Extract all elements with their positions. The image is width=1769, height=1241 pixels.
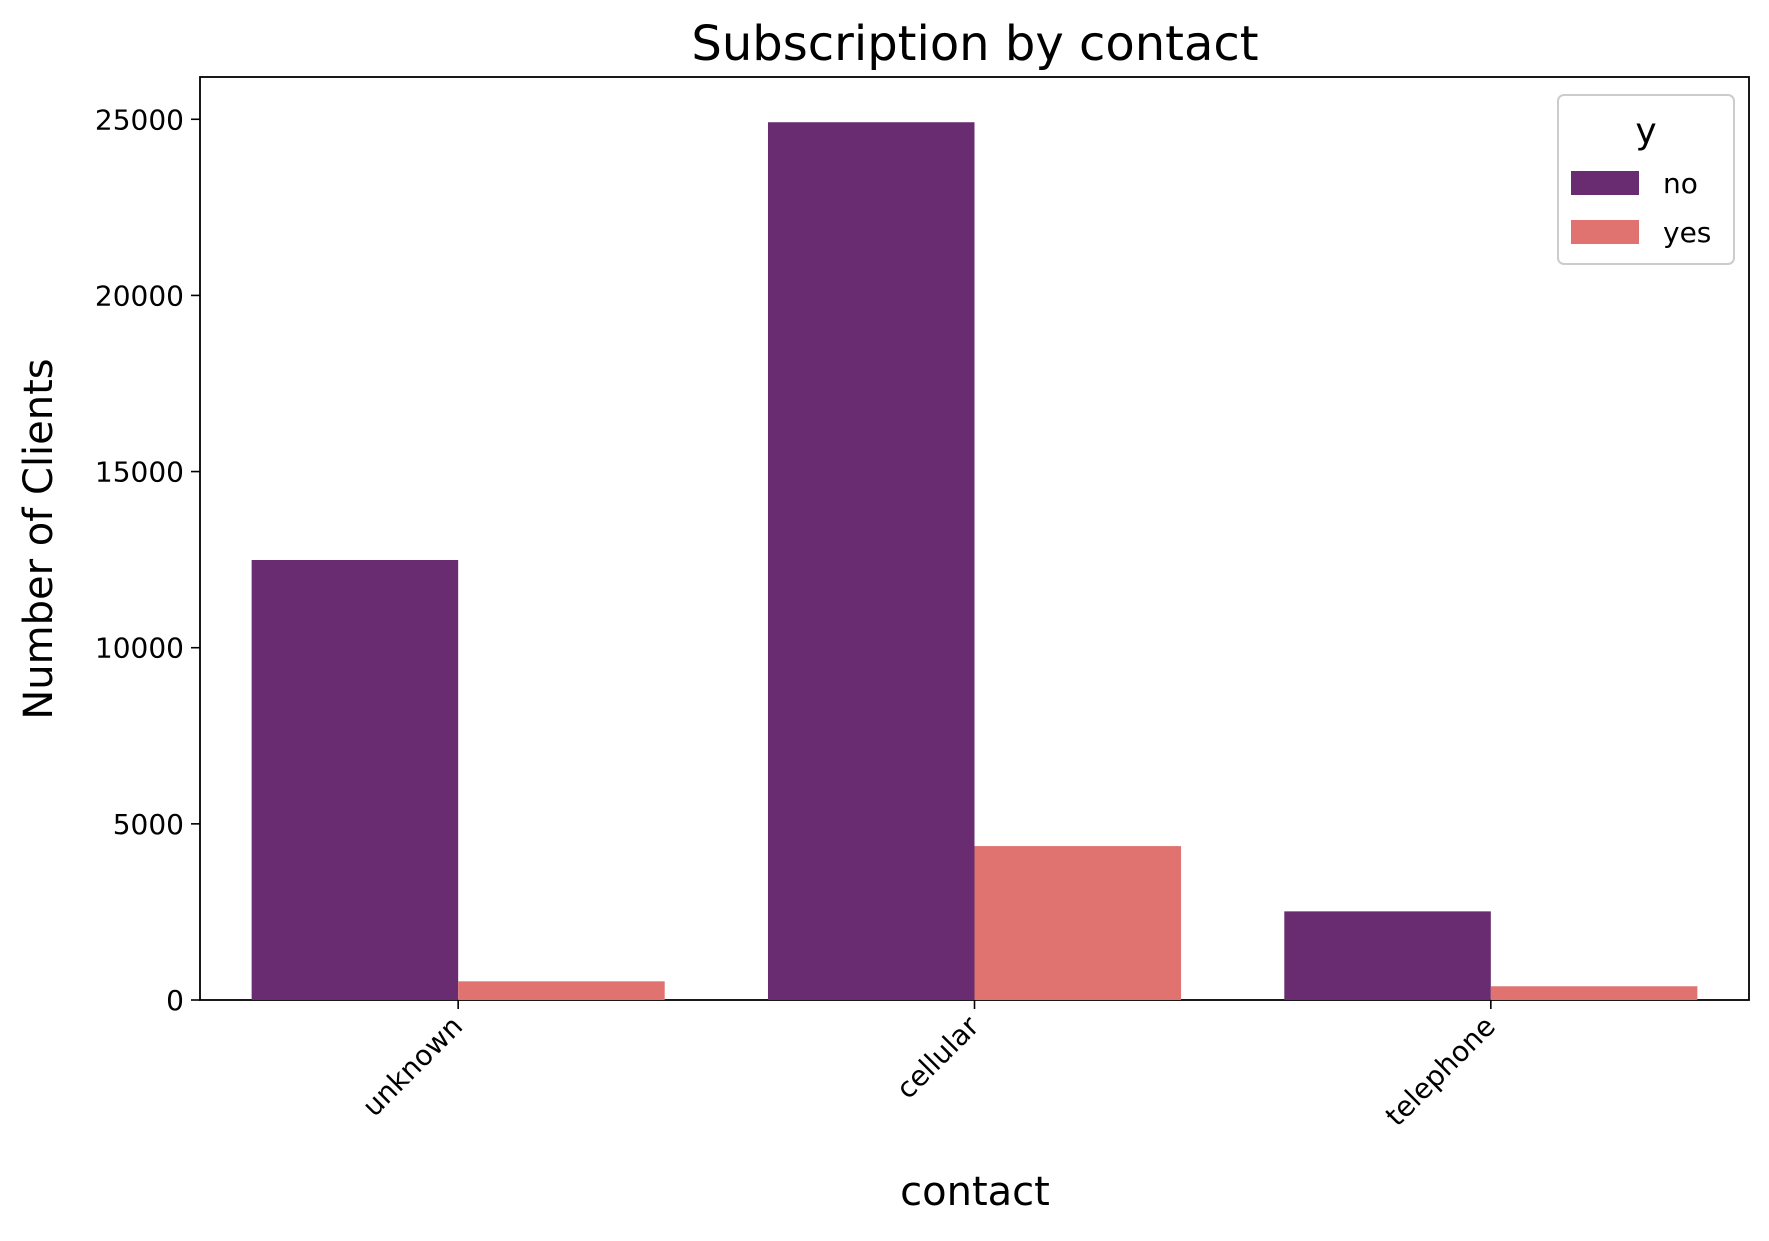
y-axis-label: Number of Clients [16,358,62,719]
chart-title: Subscription by contact [691,16,1258,72]
bar-no-unknown [251,559,459,1000]
legend-swatch-no [1571,171,1639,195]
x-axis: unknown cellular telephone [356,1000,1502,1133]
bar-no-cellular [767,122,975,1000]
y-tick-label-25000: 25000 [95,103,184,136]
x-axis-label: contact [900,1169,1050,1215]
bar-no-telephone [1284,911,1491,1000]
x-tick-label-telephone: telephone [1379,1010,1502,1133]
bar-yes-cellular [974,846,1182,1000]
legend-swatch-yes [1571,220,1639,244]
y-axis: 0 5000 10000 15000 20000 25000 [95,103,200,1017]
legend-label-yes: yes [1663,216,1711,249]
y-tick-label-20000: 20000 [95,279,184,312]
legend-label-no: no [1663,167,1698,200]
y-tick-label-0: 0 [166,984,184,1017]
bars [251,122,1698,1000]
x-tick-label-cellular: cellular [890,1009,986,1105]
x-tick-label-unknown: unknown [356,1010,469,1123]
bar-yes-telephone [1490,986,1698,1000]
y-tick-label-5000: 5000 [113,808,184,841]
legend: yno yes [1557,94,1735,265]
legend-title: y [1635,111,1656,152]
y-tick-label-10000: 10000 [95,632,184,665]
y-tick-label-15000: 15000 [95,456,184,489]
bar-yes-unknown [458,981,665,1000]
